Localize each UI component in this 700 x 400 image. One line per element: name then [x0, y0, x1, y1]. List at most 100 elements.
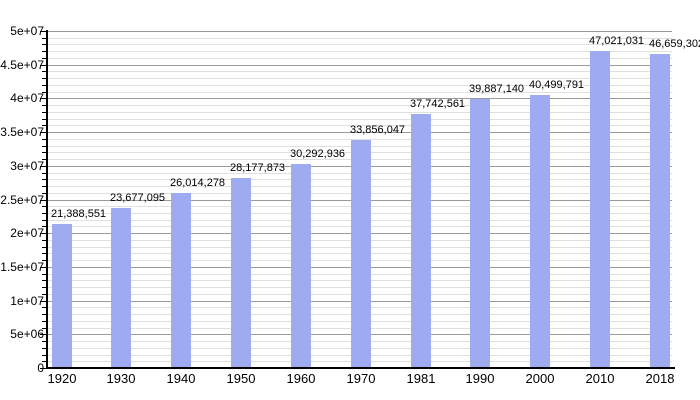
y-minor-tick [42, 220, 46, 221]
major-gridline [48, 31, 672, 32]
bar [351, 140, 371, 368]
y-minor-tick [42, 146, 46, 147]
bar-value-label: 28,177,873 [230, 162, 286, 174]
bar-value-label: 47,021,031 [589, 35, 645, 47]
minor-gridline [48, 85, 672, 86]
y-minor-tick [42, 119, 46, 120]
bar [231, 178, 251, 368]
x-tick-label: 2000 [525, 371, 555, 386]
minor-gridline [48, 125, 672, 126]
bar [171, 193, 191, 368]
y-major-tick [40, 31, 46, 32]
y-minor-tick [42, 348, 46, 349]
y-tick-label: 2e+07 [10, 226, 44, 240]
y-minor-tick [42, 85, 46, 86]
minor-gridline [48, 58, 672, 59]
bar-value-label: 33,856,047 [350, 124, 406, 136]
y-minor-tick [42, 355, 46, 356]
bar-value-label: 46,659,302 [649, 38, 700, 50]
bar-value-label: 30,292,936 [290, 148, 346, 160]
y-minor-tick [42, 186, 46, 187]
y-tick-label: 2.5e+07 [0, 193, 44, 207]
y-major-tick [40, 334, 46, 335]
y-tick-label: 3.5e+07 [0, 125, 44, 139]
bar-value-label: 21,388,551 [51, 208, 107, 220]
y-minor-tick [42, 287, 46, 288]
y-minor-tick [42, 58, 46, 59]
y-major-tick [40, 132, 46, 133]
y-minor-tick [42, 38, 46, 39]
y-minor-tick [42, 321, 46, 322]
y-minor-tick [42, 206, 46, 207]
y-major-tick [40, 233, 46, 234]
y-minor-tick [42, 274, 46, 275]
bar-value-label: 23,677,095 [110, 192, 166, 204]
y-major-tick [40, 65, 46, 66]
y-minor-tick [42, 71, 46, 72]
y-minor-tick [42, 125, 46, 126]
y-minor-tick [42, 139, 46, 140]
y-minor-tick [42, 226, 46, 227]
y-minor-tick [42, 307, 46, 308]
major-gridline [48, 65, 672, 66]
y-tick-label: 4e+07 [10, 91, 44, 105]
x-tick-label: 1940 [166, 371, 196, 386]
x-tick-label: 1981 [406, 371, 436, 386]
x-tick-label: 1920 [47, 371, 77, 386]
major-gridline [48, 98, 672, 99]
y-minor-tick [42, 240, 46, 241]
minor-gridline [48, 105, 672, 106]
bar [590, 51, 610, 368]
y-tick-label: 1.5e+07 [0, 260, 44, 274]
bar-value-label: 39,887,140 [469, 83, 525, 95]
minor-gridline [48, 44, 672, 45]
y-minor-tick [42, 44, 46, 45]
y-tick-label: 5e+06 [10, 327, 44, 341]
x-tick-label: 2010 [585, 371, 615, 386]
minor-gridline [48, 112, 672, 113]
y-major-tick [40, 368, 46, 369]
y-minor-tick [42, 159, 46, 160]
bar [470, 99, 490, 368]
y-minor-tick [42, 341, 46, 342]
bar [52, 224, 72, 368]
minor-gridline [48, 51, 672, 52]
major-gridline [48, 132, 672, 133]
x-axis-line [46, 367, 675, 369]
bar [291, 164, 311, 368]
minor-gridline [48, 119, 672, 120]
y-major-tick [40, 301, 46, 302]
y-minor-tick [42, 78, 46, 79]
x-tick-label: 1990 [465, 371, 495, 386]
y-major-tick [40, 267, 46, 268]
y-tick-label: 3e+07 [10, 159, 44, 173]
y-minor-tick [42, 253, 46, 254]
minor-gridline [48, 71, 672, 72]
bar [530, 95, 550, 368]
bar-value-label: 26,014,278 [170, 177, 226, 189]
y-minor-tick [42, 314, 46, 315]
y-minor-tick [42, 112, 46, 113]
x-tick-label: 1950 [226, 371, 256, 386]
y-minor-tick [42, 294, 46, 295]
minor-gridline [48, 92, 672, 93]
x-tick-label: 1960 [286, 371, 316, 386]
y-minor-tick [42, 280, 46, 281]
bar-value-label: 40,499,791 [529, 79, 585, 91]
y-minor-tick [42, 213, 46, 214]
x-tick-label: 1930 [106, 371, 136, 386]
y-minor-tick [42, 173, 46, 174]
y-minor-tick [42, 105, 46, 106]
minor-gridline [48, 78, 672, 79]
y-minor-tick [42, 247, 46, 248]
y-minor-tick [42, 51, 46, 52]
y-major-tick [40, 200, 46, 201]
y-minor-tick [42, 92, 46, 93]
y-minor-tick [42, 152, 46, 153]
y-tick-label: 5e+07 [10, 24, 44, 38]
bar-value-label: 37,742,561 [410, 98, 466, 110]
y-minor-tick [42, 193, 46, 194]
y-minor-tick [42, 179, 46, 180]
y-axis-line [46, 30, 48, 369]
